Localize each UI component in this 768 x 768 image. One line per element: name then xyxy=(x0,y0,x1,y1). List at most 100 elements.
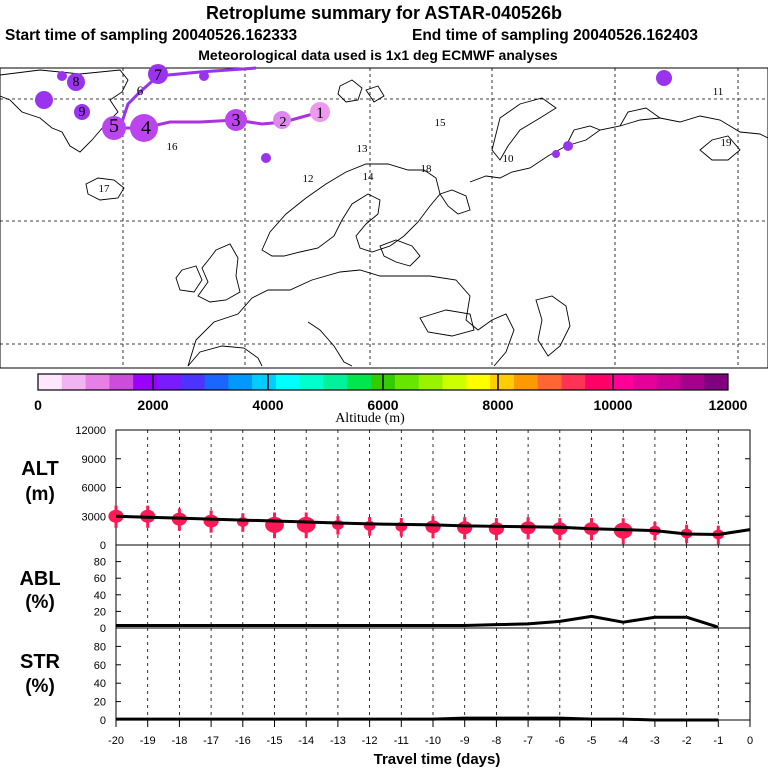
panel-abl: 0 20 40 60 80 ABL(%) xyxy=(19,544,751,635)
colorbar-tick-label: 12000 xyxy=(709,397,748,413)
map-label-10: 10 xyxy=(503,153,515,165)
colorbar-swatch xyxy=(632,374,658,390)
plume-cluster-8a xyxy=(67,73,85,91)
plume-cluster-2 xyxy=(273,111,291,129)
y-tick-label: 0 xyxy=(100,540,106,552)
colorbar-tick-label: 2000 xyxy=(137,397,168,413)
map-label-3: 3 xyxy=(232,110,241,130)
y-tick-label: 20 xyxy=(94,606,106,618)
map-label-15: 15 xyxy=(435,117,447,129)
colorbar-swatch xyxy=(228,374,253,390)
plume-cluster-4 xyxy=(130,114,158,142)
map-label-4: 4 xyxy=(141,117,151,139)
y-tick-label: 0 xyxy=(100,623,106,635)
x-tick-label: -17 xyxy=(203,735,219,747)
colorbar-swatch xyxy=(490,374,515,390)
altitude-colorbar xyxy=(37,373,729,391)
series-line-alt xyxy=(115,514,751,536)
plume-cluster-small-3 xyxy=(563,141,573,151)
retroplume-path xyxy=(35,64,672,163)
map-label-14: 14 xyxy=(363,171,375,183)
map-label-19: 19 xyxy=(721,137,733,149)
map-label-17: 17 xyxy=(99,183,111,195)
colorbar-swatch xyxy=(656,374,681,390)
plume-cluster-3 xyxy=(225,109,247,131)
x-tick-label: -18 xyxy=(171,735,187,747)
plume-cluster-8b xyxy=(74,104,90,120)
x-tick-label: -20 xyxy=(108,735,124,747)
colorbar-swatch xyxy=(704,374,729,390)
map-label-11: 11 xyxy=(713,86,724,98)
start-time-label: Start time of sampling 20040526.162333 xyxy=(5,27,297,44)
y-tick-label: 3000 xyxy=(82,511,106,523)
map-label-8: 8 xyxy=(73,75,80,90)
y-tick-label: 6000 xyxy=(82,483,106,495)
colorbar-swatch xyxy=(585,374,610,390)
colorbar-swatch xyxy=(347,374,372,390)
colorbar-swatch xyxy=(394,374,420,390)
plume-cluster-small-4 xyxy=(552,150,560,158)
colorbar-tick-label: 8000 xyxy=(482,397,513,413)
x-tick-label: -4 xyxy=(618,735,628,747)
x-tick-label: -1 xyxy=(713,735,723,747)
map-label-1: 1 xyxy=(316,105,324,122)
x-tick-label: -7 xyxy=(523,735,533,747)
map-label-6: 6 xyxy=(137,83,144,98)
colorbar-swatch xyxy=(204,374,229,390)
y-tick-label: 60 xyxy=(94,573,106,585)
map-label-18: 18 xyxy=(421,163,433,175)
y-tick-label: 80 xyxy=(94,557,106,569)
x-tick-label: -12 xyxy=(362,735,378,747)
colorbar-swatch xyxy=(180,374,206,390)
y-tick-label: 9000 xyxy=(82,454,106,466)
colorbar-swatch xyxy=(252,374,277,390)
colorbar-swatch xyxy=(109,374,134,390)
x-tick-label: -11 xyxy=(394,735,409,747)
colorbar-tick-label: 4000 xyxy=(252,397,283,413)
panel-yunit: (m) xyxy=(25,484,55,505)
y-tick-label: 40 xyxy=(94,678,106,690)
time-series-panels: 030006000900012000ALT(m)020406080ABL(%)0… xyxy=(19,425,751,727)
coastlines xyxy=(0,69,768,367)
plume-cluster-small-5 xyxy=(199,71,209,81)
map-label-2: 2 xyxy=(280,115,287,130)
x-axis-label: Travel time (days) xyxy=(374,751,501,768)
plume-cluster-5 xyxy=(102,116,126,140)
colorbar-swatch xyxy=(323,374,348,390)
x-tick-label: -9 xyxy=(460,735,470,747)
plume-trajectory-north xyxy=(118,66,257,129)
x-tick-label: -2 xyxy=(682,735,692,747)
colorbar-tick-labels: 0 2000 4000 6000 8000 10000 12000 xyxy=(34,397,748,413)
x-tick-label: -5 xyxy=(587,735,597,747)
plume-cluster-3b xyxy=(656,70,672,86)
x-tick-label: -15 xyxy=(267,735,283,747)
map-label-12: 12 xyxy=(303,173,314,185)
x-axis-tick-labels: -20 -19 -18 -17 -16 -15 -14 -13 -12 -11 -10 -9 -8 -7-… xyxy=(108,720,753,747)
plume-cluster-small-2 xyxy=(261,153,271,163)
x-tick-label: -3 xyxy=(650,735,660,747)
plume-cluster-7 xyxy=(148,64,168,84)
colorbar-swatch xyxy=(61,374,87,390)
plume-cluster-small xyxy=(57,71,67,81)
panel-str: 0 20 40 60 80 STR (%) xyxy=(20,627,751,727)
colorbar-tick-label: 6000 xyxy=(367,397,398,413)
panel-ylabel: ALT xyxy=(21,458,58,480)
y-tick-label: 20 xyxy=(94,697,106,709)
colorbar-swatch xyxy=(299,374,325,390)
figure-title: Retroplume summary for ASTAR-040526b xyxy=(206,3,562,23)
colorbar-tick-label: 0 xyxy=(34,397,42,413)
colorbar-swatch xyxy=(275,374,301,390)
colorbar-swatch xyxy=(680,374,705,390)
map-label-5: 5 xyxy=(109,115,119,137)
colorbar-swatch xyxy=(561,374,586,390)
map-frame xyxy=(0,67,768,369)
colorbar-swatch xyxy=(537,374,562,390)
x-tick-label: -8 xyxy=(492,735,502,747)
x-tick-label: -6 xyxy=(555,735,565,747)
colorbar-swatch xyxy=(466,374,491,390)
y-tick-label: 40 xyxy=(94,590,106,602)
y-tick-label: 60 xyxy=(94,660,106,672)
panel-yunit: (%) xyxy=(25,592,55,613)
